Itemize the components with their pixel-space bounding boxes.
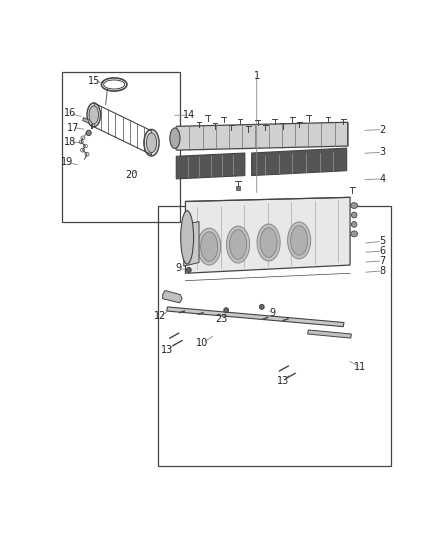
Ellipse shape <box>351 203 357 208</box>
Text: 17: 17 <box>67 123 80 133</box>
Text: 14: 14 <box>183 110 195 120</box>
Bar <box>158 206 391 466</box>
Ellipse shape <box>351 222 357 227</box>
Ellipse shape <box>170 128 180 149</box>
Text: 7: 7 <box>379 256 385 266</box>
Ellipse shape <box>291 225 307 255</box>
Text: 9: 9 <box>269 308 275 318</box>
Ellipse shape <box>86 130 91 135</box>
Ellipse shape <box>259 304 264 309</box>
Ellipse shape <box>257 224 280 261</box>
Polygon shape <box>185 197 350 273</box>
Text: 6: 6 <box>379 246 385 256</box>
Text: 19: 19 <box>60 157 73 167</box>
Text: 20: 20 <box>125 170 138 180</box>
Ellipse shape <box>201 232 218 261</box>
Text: 3: 3 <box>379 147 385 157</box>
Text: 18: 18 <box>64 137 76 147</box>
Polygon shape <box>162 290 182 303</box>
Ellipse shape <box>146 133 156 152</box>
Ellipse shape <box>288 222 311 259</box>
Ellipse shape <box>89 106 99 124</box>
Ellipse shape <box>87 103 101 127</box>
Ellipse shape <box>351 212 357 218</box>
Polygon shape <box>176 122 348 150</box>
Text: 9: 9 <box>176 263 182 273</box>
Text: 4: 4 <box>379 174 385 184</box>
Ellipse shape <box>351 231 357 237</box>
Text: 12: 12 <box>154 311 166 321</box>
Bar <box>236 186 240 190</box>
Text: 11: 11 <box>354 362 366 372</box>
Polygon shape <box>176 153 245 179</box>
Ellipse shape <box>144 130 159 156</box>
Ellipse shape <box>260 228 277 257</box>
Ellipse shape <box>181 211 194 264</box>
Text: 16: 16 <box>64 108 76 118</box>
Text: 23: 23 <box>215 314 227 324</box>
Text: 13: 13 <box>277 376 289 386</box>
Ellipse shape <box>230 230 247 260</box>
Ellipse shape <box>187 268 191 272</box>
Text: 15: 15 <box>88 76 100 86</box>
Text: 8: 8 <box>379 266 385 276</box>
Ellipse shape <box>226 226 250 263</box>
Text: 10: 10 <box>196 338 208 348</box>
Bar <box>83 117 89 123</box>
Bar <box>61 72 180 222</box>
Ellipse shape <box>198 228 221 265</box>
Text: 2: 2 <box>379 125 385 135</box>
Polygon shape <box>167 307 344 327</box>
Text: 1: 1 <box>254 71 260 81</box>
Text: 13: 13 <box>161 345 173 356</box>
Polygon shape <box>184 222 199 266</box>
Polygon shape <box>251 148 346 175</box>
Ellipse shape <box>224 308 229 313</box>
Polygon shape <box>307 330 351 338</box>
Text: 5: 5 <box>379 236 385 246</box>
